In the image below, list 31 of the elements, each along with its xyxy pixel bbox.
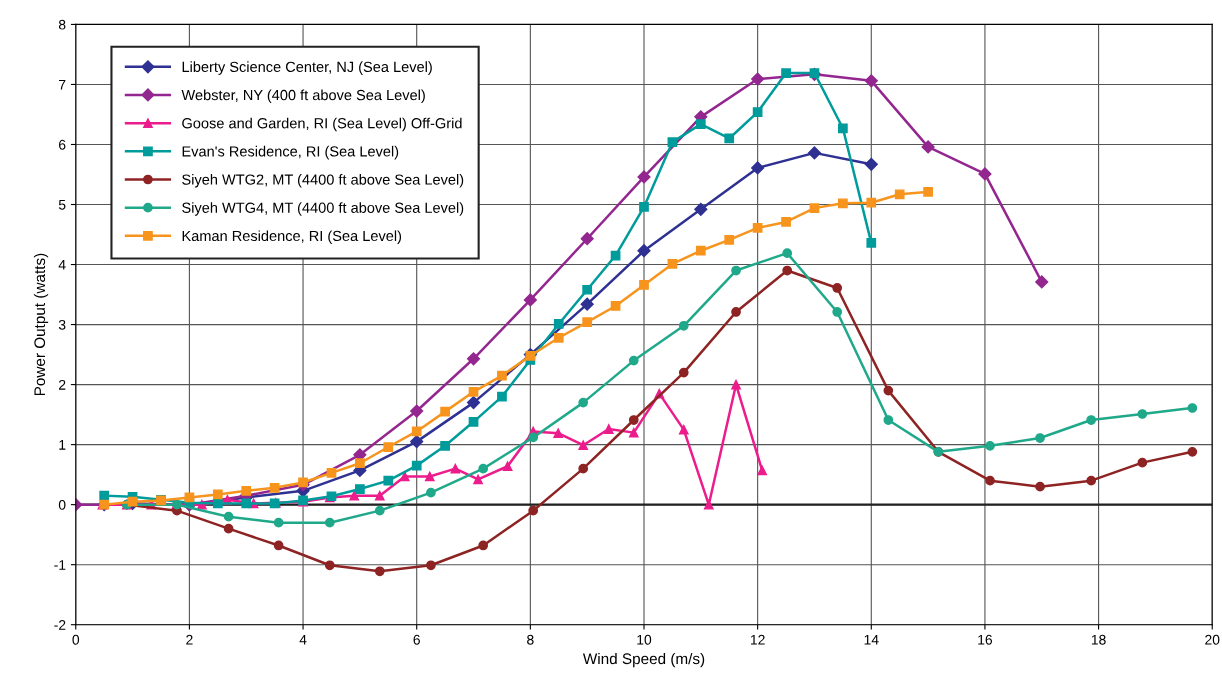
x-tick-label: 14 <box>864 634 879 645</box>
x-tick-label: 8 <box>527 634 534 645</box>
y-tick-label: 5 <box>58 199 66 210</box>
x-tick-label: 0 <box>72 634 80 645</box>
legend-label: Kaman Residence, RI (Sea Level) <box>182 230 402 244</box>
y-tick-label: 4 <box>58 260 66 270</box>
x-tick-label: 12 <box>750 634 765 645</box>
x-tick-label: 18 <box>1091 634 1106 645</box>
legend-label: Webster, NY (400 ft above Sea Level) <box>181 89 425 104</box>
y-tick-label: 0 <box>58 499 66 510</box>
y-axis-title: Power Output (watts) <box>33 253 49 396</box>
x-tick-label: 6 <box>413 634 420 645</box>
y-tick-label: 3 <box>58 319 66 330</box>
legend-label: Siyeh WTG2, MT (4400 ft above Sea Level) <box>182 174 464 188</box>
x-tick-label: 20 <box>1205 634 1220 645</box>
legend-label: Liberty Science Center, NJ (Sea Level) <box>182 61 432 75</box>
x-tick-label: 16 <box>978 634 993 645</box>
y-tick-label: -2 <box>54 620 66 630</box>
legend-label: Siyeh WTG4, MT (4400 ft above Sea Level) <box>182 202 464 216</box>
y-tick-label: 1 <box>59 440 66 450</box>
y-tick-label: 7 <box>59 79 66 90</box>
y-tick-label: -1 <box>54 560 66 570</box>
y-tick-label: 6 <box>59 139 66 150</box>
x-tick-label: 10 <box>637 634 652 645</box>
y-tick-label: 2 <box>59 379 66 390</box>
legend-label: Evan's Residence, RI (Sea Level) <box>182 145 399 160</box>
x-axis-title: Wind Speed (m/s) <box>582 652 705 668</box>
x-tick-label: 2 <box>186 634 193 645</box>
y-tick-label: 8 <box>58 19 66 30</box>
legend-label: Goose and Garden, RI (Sea Level) Off-Grid <box>182 117 462 132</box>
x-tick-label: 4 <box>299 634 307 645</box>
